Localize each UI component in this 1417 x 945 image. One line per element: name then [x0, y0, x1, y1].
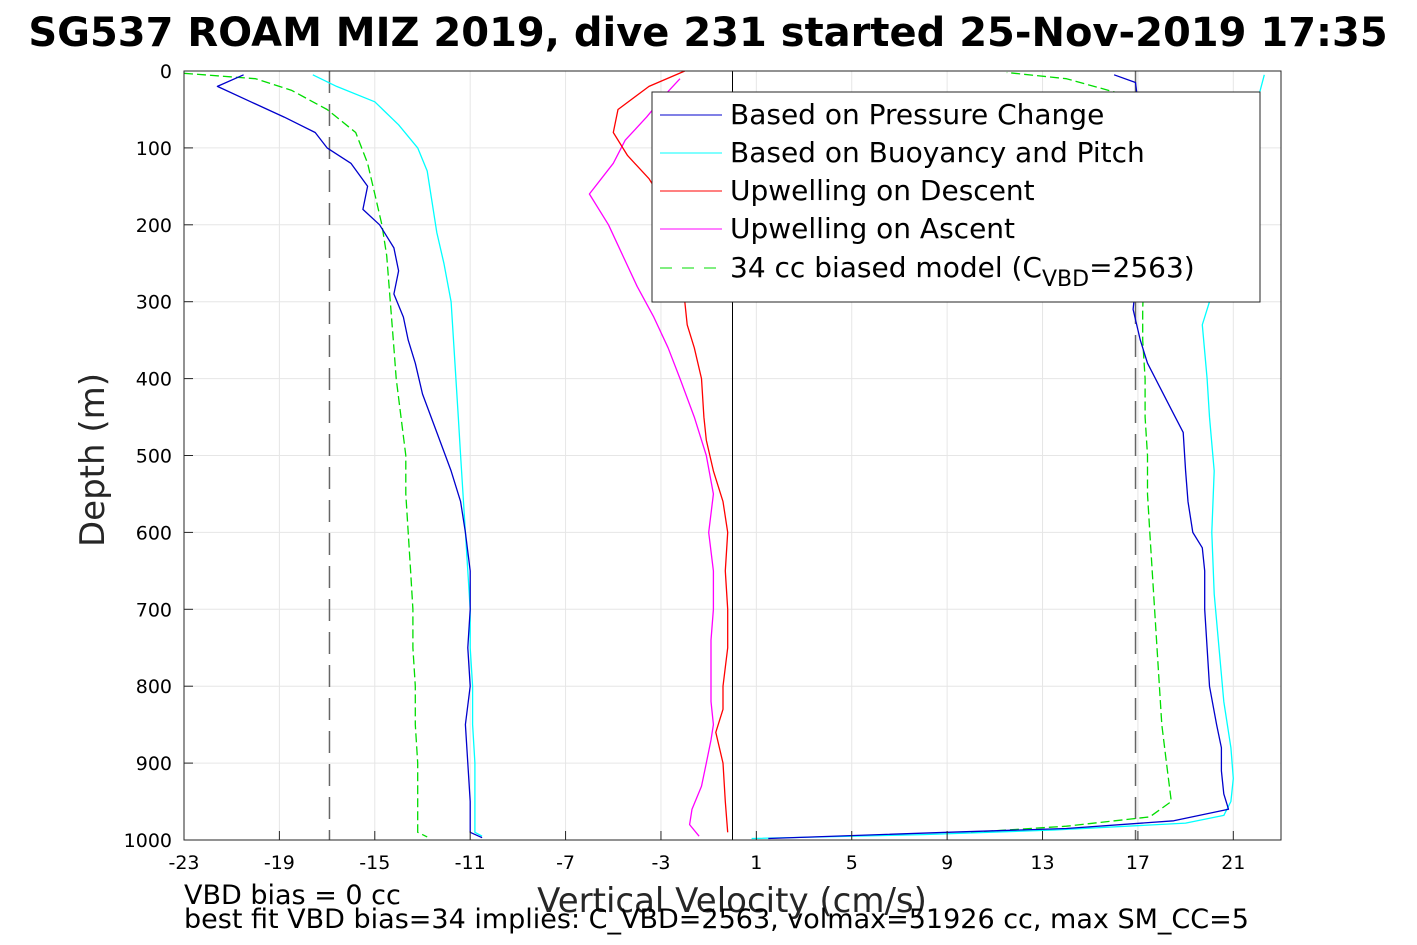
x-tick-label: -15: [359, 852, 390, 874]
x-axis-label: Vertical Velocity (cm/s): [537, 881, 927, 921]
x-tick-label: 13: [1030, 852, 1054, 874]
series-line-model-descent: [183, 72, 428, 838]
legend-label-buoyancy: Based on Buoyancy and Pitch: [730, 136, 1145, 169]
footer-line-2: best fit VBD bias=34 implies: C_VBD=2563…: [184, 904, 1249, 935]
x-tick-label: -7: [556, 852, 575, 874]
x-tick-label: -3: [651, 852, 670, 874]
y-axis-ticks: 0 100 200 300 400 500 600 700 800 900 1000: [124, 61, 193, 852]
series-line-up_asc-ascent: [588, 78, 715, 837]
series-line-pressure-descent: [216, 74, 483, 839]
y-tick-label: 300: [136, 292, 172, 314]
y-tick-label: 900: [136, 753, 172, 775]
series-line-model-ascent: [970, 71, 1172, 833]
y-tick-label: 500: [136, 446, 172, 468]
x-tick-label: 9: [941, 852, 953, 874]
x-tick-label: 5: [846, 852, 858, 874]
y-tick-label: 700: [136, 599, 172, 621]
chart-title: SG537 ROAM MIZ 2019, dive 231 started 25…: [28, 10, 1387, 56]
footer-line-1: VBD bias = 0 cc: [184, 880, 401, 911]
y-tick-label: 1000: [124, 830, 172, 852]
x-tick-label: -11: [455, 852, 486, 874]
y-axis-label: Depth (m): [73, 373, 113, 547]
y-tick-label: 800: [136, 676, 172, 698]
legend-label-upwelling-descent: Upwelling on Descent: [730, 174, 1035, 207]
series-line-buoyancy-descent: [312, 74, 483, 837]
legend: Based on Pressure Change Based on Buoyan…: [651, 91, 1261, 303]
legend-label-model: 34 cc biased model (CVBD=2563): [730, 251, 1195, 292]
x-tick-label: -23: [168, 852, 199, 874]
legend-box: [651, 91, 1261, 303]
series-line-up_desc-descent: [612, 70, 729, 833]
legend-label-model-prefix: 34 cc biased model (C: [730, 251, 1042, 284]
series-line-pressure-ascent: [768, 74, 1230, 840]
legend-label-pressure: Based on Pressure Change: [730, 98, 1104, 131]
series-lines: [183, 70, 1265, 840]
x-tick-label: 17: [1126, 852, 1150, 874]
x-tick-label: -19: [264, 852, 295, 874]
series-line-buoyancy-ascent: [751, 74, 1265, 840]
x-tick-label: 1: [750, 852, 762, 874]
x-axis-ticks: -23 -19 -15 -11 -7 -3 1 5 9 13 17 21: [168, 831, 1245, 874]
y-tick-label: 400: [136, 369, 172, 391]
x-tick-label: 21: [1221, 852, 1245, 874]
legend-label-upwelling-ascent: Upwelling on Ascent: [730, 212, 1015, 245]
y-tick-label: 600: [136, 522, 172, 544]
legend-label-model-subscript: VBD: [1042, 267, 1089, 292]
y-tick-label: 0: [160, 61, 172, 83]
y-tick-label: 100: [136, 138, 172, 160]
legend-label-model-suffix: =2563): [1089, 251, 1195, 284]
y-tick-label: 200: [136, 215, 172, 237]
